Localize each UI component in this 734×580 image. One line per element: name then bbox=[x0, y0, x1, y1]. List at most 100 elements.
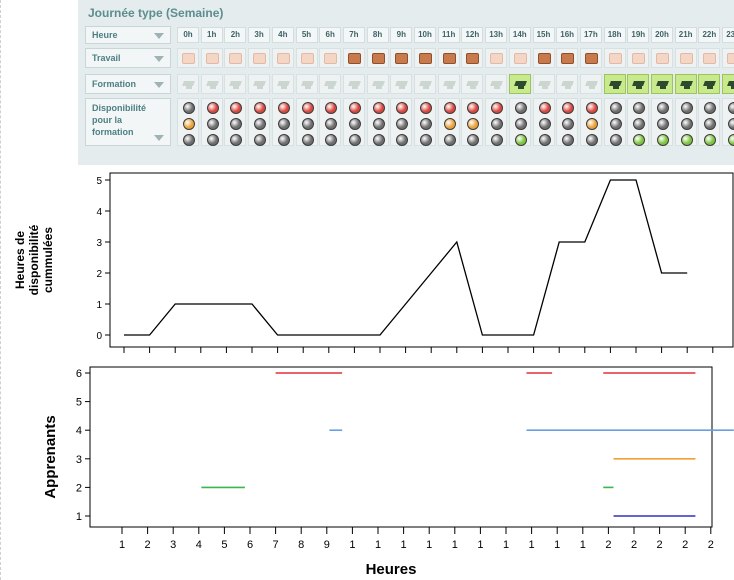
x-tick-label: 4 bbox=[196, 539, 202, 551]
briefcase-icon bbox=[584, 53, 598, 64]
row-label-heure[interactable]: Heure bbox=[85, 26, 171, 44]
availability-line bbox=[124, 179, 688, 336]
formation-cell-16[interactable] bbox=[556, 74, 579, 94]
dispo-cell-7[interactable] bbox=[342, 98, 365, 146]
work-cell-1[interactable] bbox=[200, 48, 223, 68]
status-light-top-4 bbox=[277, 102, 290, 114]
hour-header-15: 15h bbox=[532, 27, 555, 43]
work-cell-5[interactable] bbox=[295, 48, 318, 68]
hour-header-14: 14h bbox=[508, 27, 531, 43]
formation-cell-19[interactable] bbox=[627, 74, 650, 94]
hour-header-20: 20h bbox=[651, 27, 673, 43]
status-light-top-12 bbox=[467, 102, 480, 114]
formation-cell-12[interactable] bbox=[461, 74, 484, 94]
dispo-cell-6[interactable] bbox=[319, 98, 342, 146]
dispo-cell-20[interactable] bbox=[651, 98, 673, 146]
row-label-travail-text: Travail bbox=[92, 53, 121, 63]
formation-cell-10[interactable] bbox=[414, 74, 436, 94]
work-cell-3[interactable] bbox=[248, 48, 271, 68]
work-cell-6[interactable] bbox=[319, 48, 342, 68]
dispo-cell-0[interactable] bbox=[177, 98, 199, 146]
work-cell-21[interactable] bbox=[674, 48, 697, 68]
work-cell-19[interactable] bbox=[627, 48, 650, 68]
formation-cell-9[interactable] bbox=[390, 74, 413, 94]
dispo-cell-14[interactable] bbox=[508, 98, 531, 146]
formation-cell-18[interactable] bbox=[603, 74, 626, 94]
cumulative-availability-chart: 0 1 2 3 4 5 Heures de disponibilité cummulées bbox=[13, 172, 734, 353]
work-cell-2[interactable] bbox=[224, 48, 247, 68]
work-cell-10[interactable] bbox=[414, 48, 436, 68]
formation-cell-7[interactable] bbox=[342, 74, 365, 94]
formation-cell-2[interactable] bbox=[224, 74, 247, 94]
work-cell-18[interactable] bbox=[603, 48, 626, 68]
formation-cell-15[interactable] bbox=[532, 74, 555, 94]
dispo-cell-18[interactable] bbox=[603, 98, 626, 146]
dispo-cell-23[interactable] bbox=[722, 98, 734, 146]
formation-cell-11[interactable] bbox=[437, 74, 460, 94]
row-label-dispo[interactable]: Disponibilité pour la formation bbox=[85, 98, 171, 146]
status-light-top-10 bbox=[420, 102, 432, 114]
dispo-cell-8[interactable] bbox=[366, 98, 389, 146]
chevron-down-icon bbox=[154, 82, 164, 88]
formation-cell-0[interactable] bbox=[177, 74, 199, 94]
dispo-cell-11[interactable] bbox=[437, 98, 460, 146]
formation-cell-3[interactable] bbox=[248, 74, 271, 94]
status-light-middle-6 bbox=[325, 118, 338, 130]
work-cell-0[interactable] bbox=[177, 48, 199, 68]
hour-header-11: 11h bbox=[437, 27, 460, 43]
work-cell-11[interactable] bbox=[437, 48, 460, 68]
formation-cell-21[interactable] bbox=[674, 74, 697, 94]
work-cell-14[interactable] bbox=[508, 48, 531, 68]
work-cell-12[interactable] bbox=[461, 48, 484, 68]
work-cell-8[interactable] bbox=[366, 48, 389, 68]
work-cell-9[interactable] bbox=[390, 48, 413, 68]
briefcase-icon bbox=[608, 53, 622, 64]
dispo-cell-1[interactable] bbox=[200, 98, 223, 146]
work-cell-4[interactable] bbox=[271, 48, 294, 68]
formation-cell-5[interactable] bbox=[295, 74, 318, 94]
formation-cell-6[interactable] bbox=[319, 74, 342, 94]
dispo-cell-16[interactable] bbox=[556, 98, 579, 146]
dispo-cell-15[interactable] bbox=[532, 98, 555, 146]
formation-cell-20[interactable] bbox=[651, 74, 673, 94]
work-cell-7[interactable] bbox=[342, 48, 365, 68]
row-label-travail[interactable]: Travail bbox=[85, 48, 171, 68]
dispo-cell-22[interactable] bbox=[698, 98, 721, 146]
dispo-cell-12[interactable] bbox=[461, 98, 484, 146]
status-light-middle-3 bbox=[254, 118, 267, 130]
formation-cell-13[interactable] bbox=[485, 74, 508, 94]
work-cell-17[interactable] bbox=[579, 48, 602, 68]
formation-cell-22[interactable] bbox=[698, 74, 721, 94]
dispo-cell-4[interactable] bbox=[271, 98, 294, 146]
dispo-cell-21[interactable] bbox=[674, 98, 697, 146]
plot-frame bbox=[89, 366, 713, 528]
dispo-cell-10[interactable] bbox=[414, 98, 436, 146]
dispo-cell-19[interactable] bbox=[627, 98, 650, 146]
status-light-bottom-22 bbox=[704, 134, 717, 146]
row-label-dispo-line3: formation bbox=[92, 127, 134, 137]
dispo-cell-9[interactable] bbox=[390, 98, 413, 146]
formation-cell-4[interactable] bbox=[271, 74, 294, 94]
work-cell-23[interactable] bbox=[722, 48, 734, 68]
dispo-cell-5[interactable] bbox=[295, 98, 318, 146]
row-label-formation[interactable]: Formation bbox=[85, 74, 171, 94]
formation-cell-14[interactable] bbox=[508, 74, 531, 94]
formation-cell-17[interactable] bbox=[579, 74, 602, 94]
row-label-heure-text: Heure bbox=[92, 30, 118, 40]
work-cell-22[interactable] bbox=[698, 48, 721, 68]
work-cell-16[interactable] bbox=[556, 48, 579, 68]
formation-cell-23[interactable] bbox=[722, 74, 734, 94]
graduation-cap-icon bbox=[324, 79, 338, 90]
work-cell-20[interactable] bbox=[651, 48, 673, 68]
graduation-cap-icon bbox=[537, 79, 551, 90]
dispo-cell-13[interactable] bbox=[485, 98, 508, 146]
dispo-cell-2[interactable] bbox=[224, 98, 247, 146]
work-cell-15[interactable] bbox=[532, 48, 555, 68]
formation-cell-1[interactable] bbox=[200, 74, 223, 94]
dispo-cell-3[interactable] bbox=[248, 98, 271, 146]
hour-header-19: 19h bbox=[627, 27, 650, 43]
x-tick-label: 1 bbox=[119, 539, 125, 551]
formation-cell-8[interactable] bbox=[366, 74, 389, 94]
work-cell-13[interactable] bbox=[485, 48, 508, 68]
dispo-cell-17[interactable] bbox=[579, 98, 602, 146]
